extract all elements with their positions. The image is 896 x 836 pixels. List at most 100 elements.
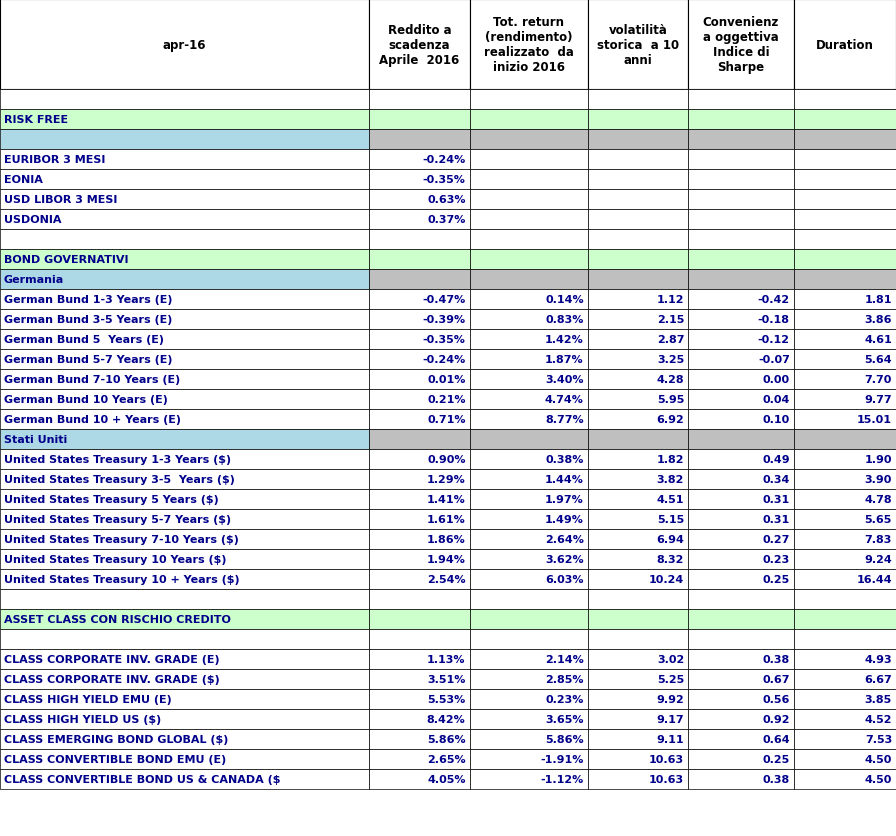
Text: 1.61%: 1.61% bbox=[426, 514, 466, 524]
Bar bbox=[688, 450, 794, 470]
Bar bbox=[588, 329, 688, 349]
Text: CLASS CONVERTIBLE BOND EMU (E): CLASS CONVERTIBLE BOND EMU (E) bbox=[4, 754, 227, 764]
Bar bbox=[688, 390, 794, 410]
Text: United States Treasury 5-7 Years ($): United States Treasury 5-7 Years ($) bbox=[4, 514, 231, 524]
Bar bbox=[588, 210, 688, 230]
Text: -0.42: -0.42 bbox=[758, 294, 790, 304]
Text: 3.62%: 3.62% bbox=[545, 554, 584, 564]
Text: -0.35%: -0.35% bbox=[423, 175, 466, 185]
Bar bbox=[794, 250, 896, 270]
Text: CLASS CORPORATE INV. GRADE (E): CLASS CORPORATE INV. GRADE (E) bbox=[4, 655, 220, 665]
Bar bbox=[688, 289, 794, 309]
Bar bbox=[794, 529, 896, 549]
Bar bbox=[588, 270, 688, 289]
Text: 5.86%: 5.86% bbox=[545, 734, 584, 744]
Bar bbox=[470, 349, 588, 370]
Bar bbox=[470, 509, 588, 529]
Text: 0.00: 0.00 bbox=[762, 375, 790, 385]
Bar bbox=[794, 349, 896, 370]
Bar bbox=[588, 489, 688, 509]
Text: 0.83%: 0.83% bbox=[546, 314, 584, 324]
Bar bbox=[794, 669, 896, 689]
Text: -0.24%: -0.24% bbox=[422, 354, 466, 364]
Bar bbox=[0, 569, 369, 589]
Bar bbox=[470, 370, 588, 390]
Bar bbox=[369, 309, 470, 329]
Bar bbox=[0, 190, 369, 210]
Text: 1.41%: 1.41% bbox=[426, 494, 466, 504]
Bar bbox=[0, 489, 369, 509]
Text: 4.50: 4.50 bbox=[865, 754, 892, 764]
Bar bbox=[0, 250, 369, 270]
Bar bbox=[688, 589, 794, 609]
Bar bbox=[0, 349, 369, 370]
Bar bbox=[470, 630, 588, 650]
Text: 5.25: 5.25 bbox=[657, 674, 685, 684]
Text: 1.97%: 1.97% bbox=[545, 494, 584, 504]
Bar bbox=[688, 230, 794, 250]
Text: 15.01: 15.01 bbox=[857, 415, 892, 425]
Bar bbox=[794, 130, 896, 150]
Text: 8.42%: 8.42% bbox=[426, 714, 466, 724]
Bar bbox=[688, 709, 794, 729]
Text: 4.28: 4.28 bbox=[657, 375, 685, 385]
Text: 0.25: 0.25 bbox=[762, 574, 790, 584]
Bar bbox=[0, 170, 369, 190]
Bar bbox=[0, 509, 369, 529]
Text: United States Treasury 3-5  Years ($): United States Treasury 3-5 Years ($) bbox=[4, 475, 235, 484]
Bar bbox=[588, 250, 688, 270]
Bar bbox=[688, 349, 794, 370]
Text: German Bund 10 Years (E): German Bund 10 Years (E) bbox=[4, 395, 168, 405]
Bar bbox=[794, 370, 896, 390]
Bar bbox=[0, 370, 369, 390]
Text: 0.49: 0.49 bbox=[762, 455, 790, 465]
Text: 0.67: 0.67 bbox=[762, 674, 790, 684]
Text: 7.53: 7.53 bbox=[865, 734, 892, 744]
Text: 6.94: 6.94 bbox=[656, 534, 685, 544]
Bar bbox=[0, 0, 369, 90]
Bar bbox=[688, 470, 794, 489]
Text: 9.24: 9.24 bbox=[865, 554, 892, 564]
Bar bbox=[794, 729, 896, 749]
Bar bbox=[369, 529, 470, 549]
Bar bbox=[0, 130, 369, 150]
Text: 9.77: 9.77 bbox=[865, 395, 892, 405]
Text: United States Treasury 10 + Years ($): United States Treasury 10 + Years ($) bbox=[4, 574, 239, 584]
Bar bbox=[0, 270, 369, 289]
Bar bbox=[369, 190, 470, 210]
Bar bbox=[369, 250, 470, 270]
Bar bbox=[470, 390, 588, 410]
Bar bbox=[588, 609, 688, 630]
Bar bbox=[0, 669, 369, 689]
Bar bbox=[369, 349, 470, 370]
Bar bbox=[588, 130, 688, 150]
Text: 1.86%: 1.86% bbox=[426, 534, 466, 544]
Text: -0.18: -0.18 bbox=[758, 314, 790, 324]
Bar bbox=[588, 309, 688, 329]
Bar bbox=[369, 90, 470, 110]
Text: Tot. return
(rendimento)
realizzato  da
inizio 2016: Tot. return (rendimento) realizzato da i… bbox=[484, 16, 573, 74]
Bar bbox=[588, 410, 688, 430]
Bar bbox=[688, 689, 794, 709]
Text: 0.38: 0.38 bbox=[762, 774, 790, 784]
Text: German Bund 1-3 Years (E): German Bund 1-3 Years (E) bbox=[4, 294, 173, 304]
Text: 1.49%: 1.49% bbox=[545, 514, 584, 524]
Bar bbox=[0, 90, 369, 110]
Bar bbox=[369, 110, 470, 130]
Bar bbox=[688, 609, 794, 630]
Text: 5.53%: 5.53% bbox=[427, 694, 466, 704]
Bar bbox=[688, 110, 794, 130]
Bar bbox=[794, 309, 896, 329]
Text: 3.86: 3.86 bbox=[865, 314, 892, 324]
Bar bbox=[0, 589, 369, 609]
Text: CLASS HIGH YIELD US ($): CLASS HIGH YIELD US ($) bbox=[4, 714, 161, 724]
Bar bbox=[688, 250, 794, 270]
Bar bbox=[588, 529, 688, 549]
Bar bbox=[470, 669, 588, 689]
Text: 0.90%: 0.90% bbox=[427, 455, 466, 465]
Bar bbox=[688, 630, 794, 650]
Text: 0.10: 0.10 bbox=[762, 415, 790, 425]
Bar bbox=[0, 450, 369, 470]
Bar bbox=[688, 370, 794, 390]
Bar bbox=[470, 0, 588, 90]
